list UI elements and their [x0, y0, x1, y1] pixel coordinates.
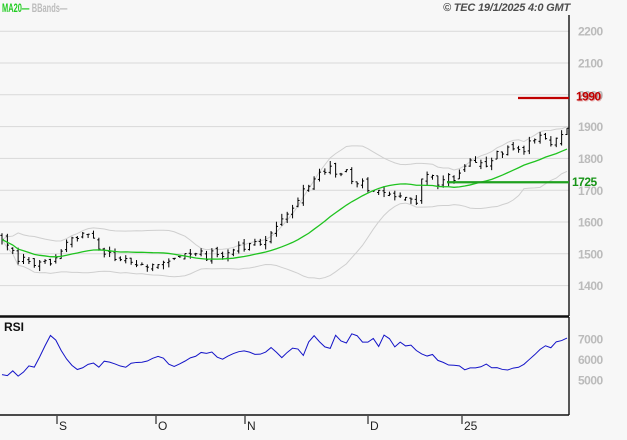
svg-text:1600: 1600: [578, 216, 604, 230]
svg-text:D: D: [370, 419, 379, 433]
svg-text:7000: 7000: [578, 333, 604, 347]
svg-text:2200: 2200: [578, 25, 604, 39]
svg-text:S: S: [59, 419, 67, 433]
svg-text:5000: 5000: [578, 374, 604, 388]
svg-text:1800: 1800: [578, 152, 604, 166]
svg-text:1725: 1725: [572, 175, 598, 189]
svg-text:O: O: [158, 419, 167, 433]
svg-text:RSI: RSI: [4, 320, 24, 334]
svg-text:6000: 6000: [578, 353, 604, 367]
svg-text:1500: 1500: [578, 248, 604, 262]
svg-text:N: N: [247, 419, 256, 433]
svg-text:1900: 1900: [578, 120, 604, 134]
svg-text:1400: 1400: [578, 279, 604, 293]
svg-text:1990: 1990: [576, 90, 602, 104]
svg-text:2100: 2100: [578, 57, 604, 71]
svg-text:25: 25: [464, 419, 478, 433]
